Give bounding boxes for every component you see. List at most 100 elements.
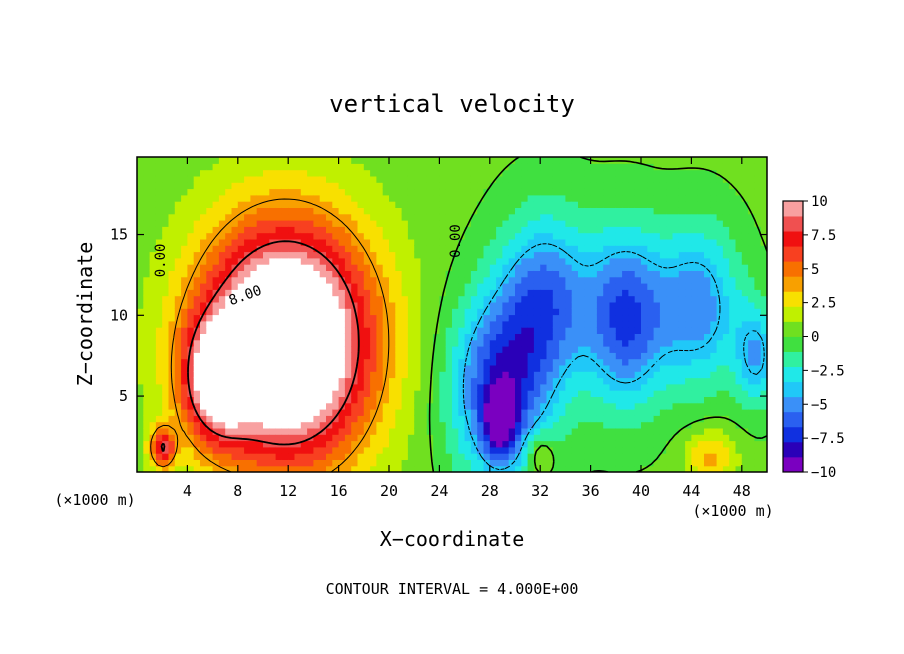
heatmap-cell (748, 301, 755, 309)
heatmap-cell (590, 358, 598, 366)
heatmap-cell (464, 371, 472, 379)
heatmap-cell (672, 446, 680, 454)
heatmap-cell (590, 232, 598, 240)
heatmap-cell (149, 226, 157, 234)
heatmap-cell (149, 238, 157, 246)
heatmap-cell (464, 320, 472, 328)
heatmap-cell (200, 358, 207, 366)
heatmap-cell (187, 301, 195, 309)
heatmap-cell (200, 308, 207, 316)
heatmap-cell (263, 188, 270, 196)
heatmap-cell (370, 295, 377, 303)
heatmap-cell (754, 157, 762, 164)
heatmap-cell (666, 251, 674, 259)
heatmap-cell (370, 440, 377, 448)
heatmap-cell (319, 163, 327, 171)
heatmap-cell (578, 245, 585, 253)
heatmap-cell (363, 459, 371, 467)
heatmap-cell (521, 453, 529, 460)
heatmap-cell (206, 377, 214, 385)
heatmap-cell (376, 226, 384, 234)
heatmap-cell (414, 257, 422, 265)
heatmap-cell (275, 446, 283, 454)
heatmap-cell (168, 295, 176, 303)
heatmap-cell (414, 409, 422, 416)
heatmap-cell (672, 358, 680, 366)
heatmap-cell (565, 175, 573, 183)
heatmap-cell (351, 339, 359, 347)
heatmap-cell (729, 194, 737, 202)
heatmap-cell (250, 446, 258, 454)
heatmap-cell (193, 308, 201, 316)
heatmap-cell (666, 440, 674, 448)
heatmap-cell (319, 238, 327, 246)
heatmap-cell (319, 207, 327, 215)
heatmap-cell (256, 427, 264, 435)
heatmap-cell (206, 415, 214, 423)
heatmap-cell (729, 264, 737, 271)
heatmap-cell (363, 446, 371, 454)
heatmap-cell (206, 213, 214, 221)
heatmap-cell (754, 270, 762, 278)
heatmap-cell (521, 440, 529, 448)
heatmap-cell (641, 453, 648, 460)
heatmap-cell (275, 188, 283, 196)
heatmap-cell (225, 194, 233, 202)
heatmap-cell (168, 390, 176, 397)
heatmap-cell (634, 232, 642, 240)
heatmap-cell (307, 371, 314, 379)
heatmap-cell (760, 453, 767, 460)
heatmap-cell (206, 446, 214, 454)
heatmap-cell (313, 371, 321, 379)
heatmap-cell (351, 383, 359, 391)
heatmap-cell (659, 301, 667, 309)
heatmap-cell (376, 289, 384, 297)
heatmap-cell (307, 251, 314, 259)
heatmap-cell (263, 320, 270, 328)
heatmap-cell (137, 465, 144, 472)
heatmap-cell (225, 251, 233, 259)
heatmap-cell (143, 276, 151, 284)
heatmap-cell (294, 339, 302, 347)
heatmap-cell (748, 232, 755, 240)
heatmap-cell (502, 194, 510, 202)
heatmap-cell (546, 301, 554, 309)
heatmap-cell (269, 346, 277, 353)
heatmap-cell (389, 421, 396, 429)
heatmap-cell (143, 232, 151, 240)
heatmap-cell (546, 264, 554, 271)
heatmap-cell (370, 396, 377, 404)
heatmap-cell (521, 308, 529, 316)
heatmap-cell (319, 434, 327, 442)
heatmap-cell (263, 358, 270, 366)
heatmap-cell (710, 415, 718, 423)
heatmap-cell (256, 453, 264, 460)
heatmap-cell (313, 232, 321, 240)
heatmap-cell (754, 213, 762, 221)
heatmap-cell (187, 409, 195, 416)
heatmap-cell (155, 320, 163, 328)
heatmap-cell (477, 459, 485, 467)
heatmap-cell (181, 402, 188, 410)
heatmap-cell (622, 308, 629, 316)
heatmap-cell (754, 295, 762, 303)
heatmap-cell (218, 301, 226, 309)
heatmap-cell (710, 339, 718, 347)
heatmap-cell (319, 440, 327, 448)
heatmap-cell (344, 232, 352, 240)
heatmap-cell (697, 446, 705, 454)
heatmap-cell (250, 257, 258, 265)
heatmap-cell (546, 207, 554, 215)
heatmap-cell (634, 270, 642, 278)
heatmap-cell (754, 421, 762, 429)
heatmap-cell (288, 188, 296, 196)
heatmap-cell (389, 238, 396, 246)
heatmap-cell (659, 339, 667, 347)
heatmap-cell (552, 459, 560, 467)
heatmap-cell (338, 390, 346, 397)
heatmap-cell (540, 207, 548, 215)
heatmap-cell (659, 333, 667, 341)
heatmap-cell (615, 301, 623, 309)
heatmap-cell (212, 175, 220, 183)
heatmap-cell (716, 276, 724, 284)
